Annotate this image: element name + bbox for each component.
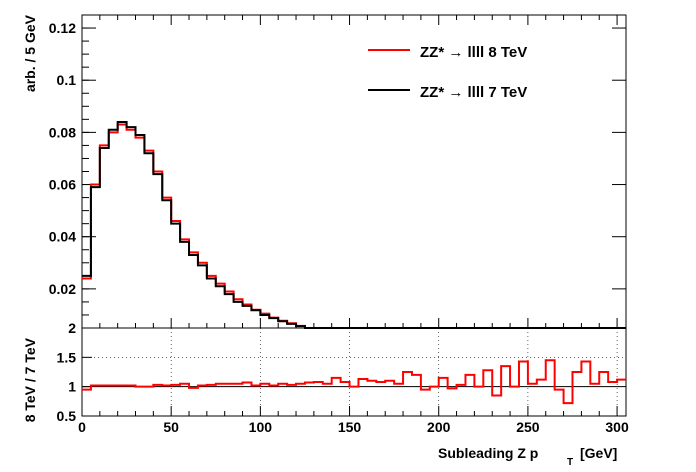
legend-8tev-label: ZZ* → llll 8 TeV xyxy=(420,44,527,61)
y-tick-label-top: 0.08 xyxy=(49,124,76,140)
x-tick-label: 250 xyxy=(516,419,540,435)
y-tick-label-bottom: 0.5 xyxy=(57,408,77,424)
y-tick-label-top: 0.06 xyxy=(49,177,76,193)
x-axis-title-subscript: T xyxy=(567,457,573,468)
y-tick-label-top: 0.02 xyxy=(49,281,76,297)
bottom-pad-frame xyxy=(81,327,627,417)
ratio-series-line xyxy=(82,359,626,405)
x-tick-label: 150 xyxy=(338,419,362,435)
series-8tev-line xyxy=(82,123,626,329)
bottom-axis-ticks: 0 50 100 150 200 250 300 0.5 1 1.5 2 xyxy=(57,320,629,435)
y-tick-label-top: 0.1 xyxy=(57,72,77,88)
top-series-group xyxy=(82,120,626,329)
legend-7tev-label: ZZ* → llll 7 TeV xyxy=(420,84,527,101)
ratio-grid xyxy=(82,328,626,416)
top-axis-ticks: 0.02 0.04 0.06 0.08 0.1 0.12 xyxy=(49,15,626,328)
y-tick-label-bottom: 1 xyxy=(68,379,76,395)
x-tick-label: 50 xyxy=(163,419,179,435)
x-axis-title-main: Subleading Z p xyxy=(438,445,538,461)
top-pad-frame xyxy=(81,14,627,329)
ratio-series-group xyxy=(82,359,626,405)
y-tick-label-bottom: 1.5 xyxy=(57,349,77,365)
y-tick-label-top: 0.04 xyxy=(49,229,76,245)
x-axis-title-unit: [GeV] xyxy=(580,445,617,461)
x-tick-label: 0 xyxy=(78,419,86,435)
x-tick-label: 100 xyxy=(249,419,273,435)
x-axis-title: Subleading Z p T [GeV] xyxy=(438,445,617,468)
series-7tev-line xyxy=(82,120,626,329)
y-tick-label-bottom: 2 xyxy=(68,320,76,336)
x-tick-label: 200 xyxy=(427,419,451,435)
y-tick-label-top: 0.12 xyxy=(49,20,76,36)
y-axis-title-top: arb. / 5 GeV xyxy=(22,14,38,92)
x-tick-label: 300 xyxy=(605,419,629,435)
y-axis-title-bottom: 8 TeV / 7 TeV xyxy=(22,337,38,422)
legend: ZZ* → llll 8 TeV ZZ* → llll 7 TeV xyxy=(368,44,527,101)
